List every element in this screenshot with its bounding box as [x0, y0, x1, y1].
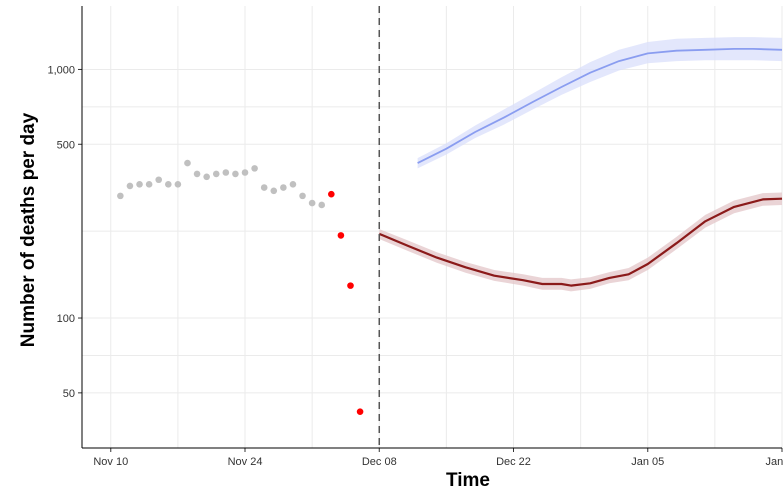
- x-tick-label: Dec 22: [496, 456, 531, 468]
- observed-point: [174, 181, 182, 188]
- observed-point: [155, 176, 163, 184]
- y-tick-label: 100: [57, 313, 75, 325]
- observed-point: [289, 181, 297, 188]
- observed-point: [184, 159, 191, 167]
- observed-point: [145, 181, 153, 188]
- observed-point: [299, 192, 306, 200]
- series-1-line: [417, 48, 783, 164]
- observed-point: [308, 199, 316, 207]
- series-2-confidence-band: [379, 192, 782, 292]
- observed-point: [251, 165, 258, 172]
- observed-point: [193, 170, 201, 178]
- observed-point: [318, 201, 326, 209]
- data-points: [117, 159, 364, 415]
- x-tick-label: Jan 19: [765, 456, 783, 468]
- tick-labels: Nov 10 Nov 24 Dec 08 Dec 22 Jan 05 Jan 19 50 10…: [47, 64, 783, 468]
- y-tick-label: 50: [63, 388, 75, 400]
- incomplete-point: [356, 408, 364, 415]
- axes: [78, 6, 783, 452]
- x-tick-label: Dec 08: [362, 456, 397, 468]
- incomplete-point: [347, 282, 354, 289]
- observed-point: [232, 170, 239, 178]
- observed-point: [212, 170, 220, 178]
- incomplete-point: [328, 190, 335, 198]
- observed-point: [126, 182, 134, 190]
- series-2-line: [378, 197, 783, 287]
- y-tick-label: 1,000: [47, 64, 75, 76]
- observed-point: [222, 169, 230, 176]
- observed-point: [270, 187, 278, 195]
- observed-point: [203, 173, 210, 181]
- y-tick-label: 500: [57, 139, 75, 151]
- x-tick-label: Jan 05: [631, 456, 664, 468]
- grid-layer: [82, 6, 783, 448]
- x-axis-title: Time: [446, 470, 490, 491]
- x-tick-label: Nov 24: [228, 456, 263, 468]
- observed-point: [117, 192, 124, 200]
- series-1-confidence-band: [417, 37, 782, 169]
- observed-point: [260, 184, 268, 191]
- confidence-bands: [379, 37, 782, 292]
- series-lines: [378, 48, 783, 287]
- incomplete-point: [337, 232, 345, 239]
- observed-point: [280, 184, 287, 191]
- x-tick-label: Nov 10: [93, 456, 128, 468]
- observed-point: [165, 181, 172, 188]
- observed-point: [136, 181, 143, 188]
- y-axis-title: Number of deaths per day: [18, 112, 39, 347]
- observed-point: [241, 169, 249, 176]
